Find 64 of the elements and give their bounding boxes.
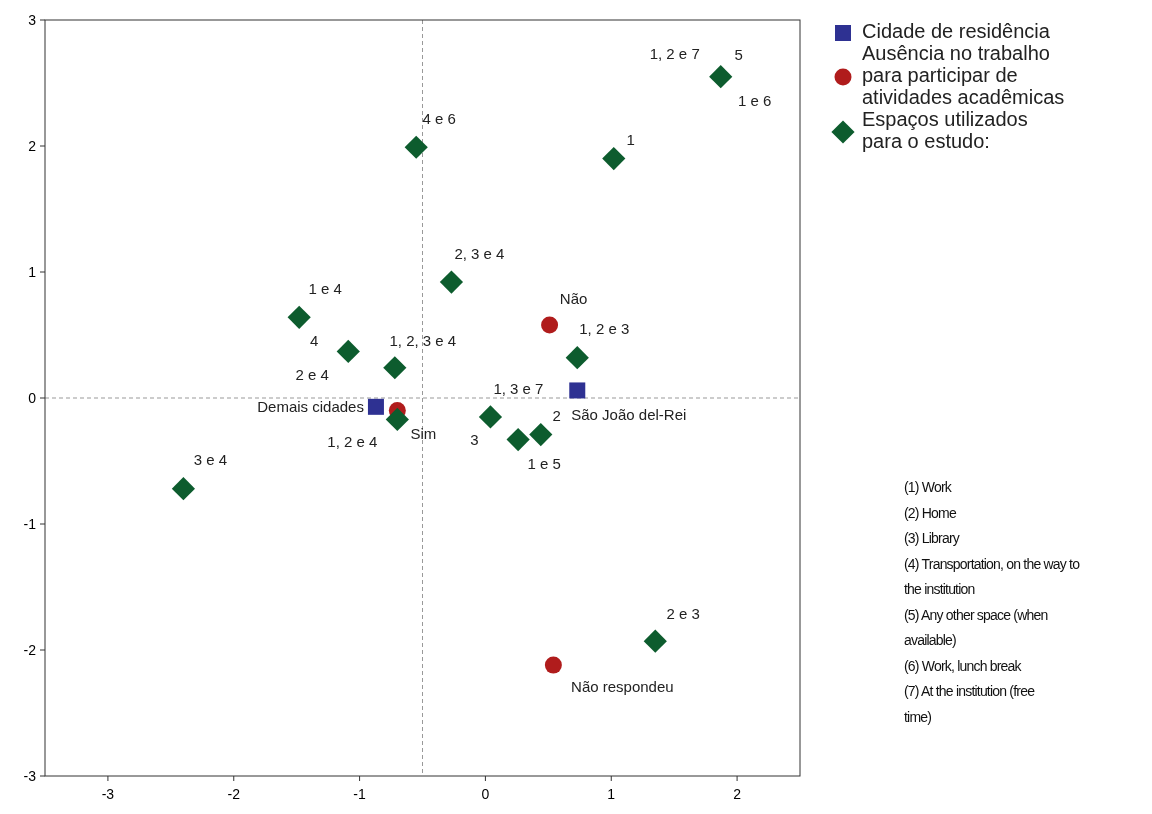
annotation: Não (559, 289, 588, 307)
point (506, 427, 530, 452)
annotation: 1 e 5 (527, 454, 561, 472)
annotation: Não respondeu (571, 678, 674, 696)
annotation: 2 e 4 (295, 366, 329, 384)
text: (1) Work (904, 479, 953, 495)
point (367, 398, 384, 415)
point (385, 407, 409, 432)
text: (7) At the institution (free time) (904, 683, 1036, 725)
x-tick-label: 2 (733, 786, 742, 802)
annotation: Demais cidades (257, 397, 364, 415)
annotation: 3 (470, 430, 479, 448)
point (565, 346, 589, 370)
point (529, 422, 553, 447)
point (383, 356, 407, 380)
y-tick-label: -2 (23, 642, 37, 658)
point (709, 65, 733, 89)
annotation: 1, 2 e 7 (649, 44, 700, 62)
point (336, 339, 360, 363)
y-tick-label: -3 (23, 768, 37, 784)
legend-label: Espaços utilizados para o estudo: (862, 108, 1028, 152)
annotation: 5 (734, 45, 743, 63)
x-tick-label: -1 (353, 786, 367, 802)
y-tick-label: 1 (28, 264, 37, 280)
annotation: 1 e 4 (308, 280, 342, 298)
y-tick-label: 0 (28, 390, 37, 406)
point (643, 629, 667, 653)
annotation: 1, 3 e 7 (493, 379, 544, 397)
annotation: 1 e 6 (738, 91, 772, 109)
legend-label: Cidade de residência (862, 20, 1051, 42)
x-tick-label: 1 (607, 786, 616, 802)
point (602, 147, 626, 171)
y-tick-label: -1 (23, 516, 37, 532)
point (544, 656, 562, 674)
point (478, 405, 503, 429)
annotation: 1, 2, 3 e 4 (389, 331, 457, 349)
x-tick-label: -3 (101, 786, 115, 802)
point (287, 305, 311, 329)
point (569, 382, 586, 399)
text: (4) Transportation, on the way to the institution (904, 555, 1081, 597)
point (404, 135, 428, 159)
text: (2) Home (904, 504, 957, 521)
annotation: São João del-Rei (571, 406, 687, 424)
x-tick-label: 0 (481, 786, 490, 802)
x-tick-label: -2 (227, 786, 241, 802)
annotation: 4 e 6 (422, 110, 456, 128)
annotation: 1 (626, 130, 635, 148)
text: (5) Any other space (when available) (904, 606, 1048, 648)
annotation: 2 (552, 406, 561, 424)
text: (6) Work, lunch break (904, 657, 1023, 674)
legend-label: Ausência no trabalho para participar de atividades acadêmicas (862, 42, 1065, 108)
annotation: Sim (410, 424, 437, 442)
text: (3) Library (904, 530, 960, 546)
point (439, 270, 464, 294)
y-tick-label: 3 (28, 12, 37, 28)
point (541, 316, 559, 334)
annotation: 2, 3 e 4 (454, 245, 505, 263)
annotation: 1, 2 e 4 (327, 433, 378, 451)
annotation: 4 (310, 332, 319, 350)
y-tick-label: 2 (28, 138, 37, 154)
annotation: 1, 2 e 3 (579, 319, 630, 337)
point (171, 477, 196, 501)
annotation: 3 e 4 (193, 450, 228, 468)
annotation: 2 e 3 (666, 605, 700, 623)
